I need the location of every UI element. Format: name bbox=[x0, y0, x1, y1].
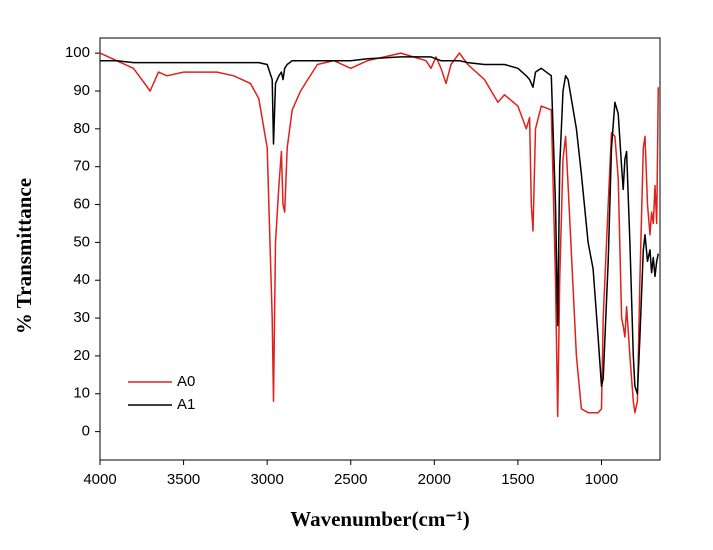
x-tick-label: 2000 bbox=[418, 471, 451, 488]
y-tick-label: 30 bbox=[73, 309, 90, 326]
y-tick-label: 10 bbox=[73, 385, 90, 402]
y-tick-label: 80 bbox=[73, 120, 90, 137]
x-tick-label: 3500 bbox=[167, 471, 200, 488]
y-tick-label: 60 bbox=[73, 195, 90, 212]
y-tick-label: 20 bbox=[73, 347, 90, 364]
plot-frame bbox=[99, 37, 661, 461]
x-axis-label: Wavenumber(cm⁻¹) bbox=[290, 507, 470, 531]
y-tick-label: 100 bbox=[65, 44, 90, 61]
legend-label: A0 bbox=[177, 373, 195, 390]
y-tick-label: 50 bbox=[73, 233, 90, 250]
x-tick-label: 1500 bbox=[501, 471, 534, 488]
legend-label: A1 bbox=[177, 396, 195, 413]
x-tick-label: 1000 bbox=[585, 471, 618, 488]
x-tick-label: 4000 bbox=[83, 471, 116, 488]
y-tick-label: 70 bbox=[73, 158, 90, 175]
y-tick-label: 0 bbox=[82, 423, 90, 440]
spectrum-line bbox=[100, 56, 660, 395]
x-tick-label: 2500 bbox=[334, 471, 367, 488]
spectrum-line bbox=[99, 52, 660, 418]
y-axis-label: % Transmittance bbox=[12, 178, 36, 334]
x-tick-label: 3000 bbox=[250, 471, 283, 488]
y-tick-label: 40 bbox=[73, 271, 90, 288]
y-tick-label: 90 bbox=[73, 82, 90, 99]
